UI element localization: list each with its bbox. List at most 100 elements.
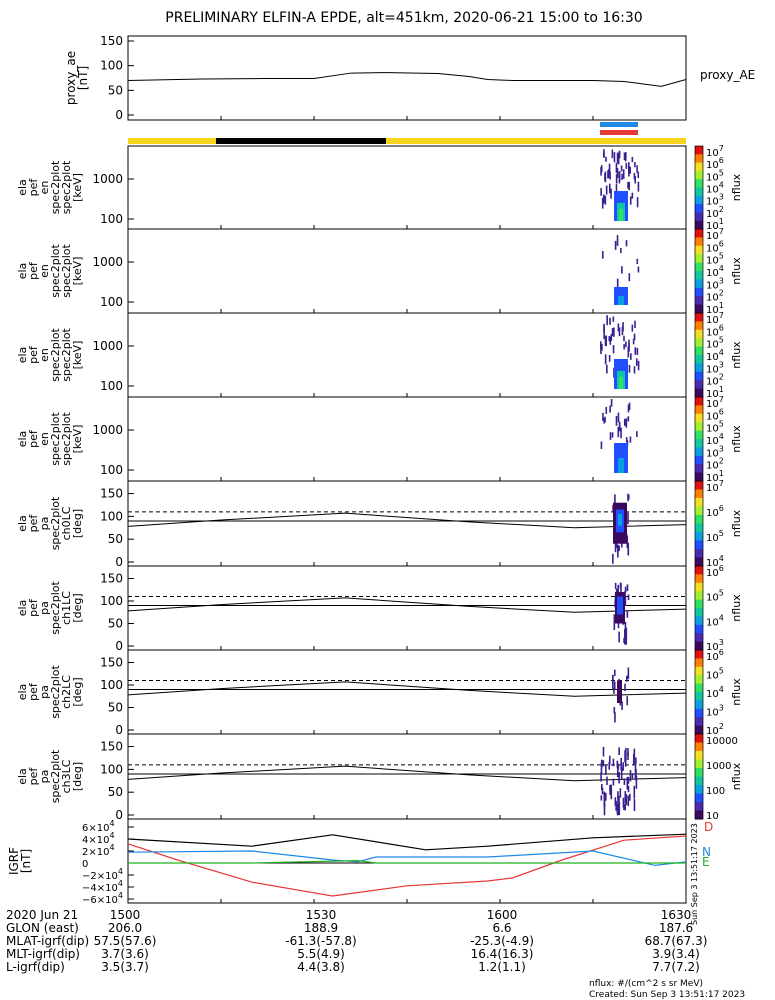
colorbar-swatch bbox=[695, 235, 703, 238]
colorbar-swatch bbox=[695, 589, 703, 592]
colorbar-swatch bbox=[695, 150, 703, 153]
colorbar-swatch bbox=[695, 355, 703, 358]
flux-dash bbox=[605, 335, 607, 346]
colorbar-swatch bbox=[695, 204, 703, 207]
flux-dash bbox=[619, 582, 622, 589]
status-bar-shadow bbox=[216, 138, 386, 144]
flux-dash bbox=[610, 334, 613, 341]
igrf-line-e bbox=[128, 859, 686, 864]
colorbar-swatch bbox=[695, 765, 703, 769]
colorbar-swatch bbox=[695, 666, 703, 670]
colorbar-swatch bbox=[695, 700, 703, 703]
ephemeris-label: 2020 Jun 21 bbox=[6, 908, 78, 922]
flux-dash bbox=[614, 240, 617, 250]
flux-dash bbox=[634, 162, 636, 168]
flux-dash bbox=[612, 778, 615, 786]
colorbar-tick: 105 bbox=[706, 420, 724, 435]
colorbar-swatch bbox=[695, 515, 703, 518]
flux-dash bbox=[629, 793, 631, 801]
colorbar-label: nflux bbox=[730, 509, 743, 537]
colorbar-tick: 104 bbox=[706, 554, 724, 569]
flux-dash bbox=[628, 364, 631, 373]
flux-dash bbox=[618, 151, 621, 159]
colorbar-tick: 100 bbox=[706, 786, 725, 797]
flux-dash bbox=[604, 354, 607, 365]
colorbar-swatch bbox=[695, 776, 703, 780]
colorbar-swatch bbox=[695, 495, 703, 499]
colorbar-swatch bbox=[695, 476, 703, 480]
flux-dash bbox=[634, 347, 637, 355]
colorbar-swatch bbox=[695, 424, 703, 427]
proxy-ae-legend: proxy_AE bbox=[700, 68, 755, 82]
flux-dash bbox=[613, 687, 615, 694]
colorbar-swatch bbox=[695, 603, 703, 607]
flux-dash bbox=[615, 163, 618, 173]
colorbar-swatch bbox=[695, 183, 703, 186]
colorbar-swatch bbox=[695, 392, 703, 396]
colorbar-swatch bbox=[695, 578, 703, 582]
colorbar-swatch bbox=[695, 572, 703, 575]
flux-dash bbox=[615, 184, 618, 193]
colorbar-swatch bbox=[695, 521, 703, 524]
colorbar-swatch bbox=[695, 498, 703, 501]
flux-dash bbox=[635, 358, 638, 366]
colorbar-swatch bbox=[695, 229, 703, 232]
flux-dash bbox=[611, 328, 614, 337]
flux-dash bbox=[615, 174, 618, 184]
flux-dash bbox=[632, 338, 635, 345]
flux-dash bbox=[627, 785, 630, 793]
flux-dash bbox=[637, 360, 640, 371]
ytick-label: 150 bbox=[100, 656, 123, 670]
colorbar-swatch bbox=[695, 177, 703, 180]
colorbar-swatch bbox=[695, 770, 703, 773]
colorbar-swatch bbox=[695, 633, 703, 636]
colorbar-swatch bbox=[695, 610, 703, 613]
spectrogram-panel: 1000 100 elapefenspec2plotspec2plot[keV] 10… bbox=[16, 227, 743, 316]
colorbar-swatch bbox=[695, 304, 703, 308]
colorbar-tick: 102 bbox=[706, 289, 724, 304]
colorbar-tick: 104 bbox=[706, 613, 724, 628]
colorbar-tick: 101 bbox=[706, 217, 724, 232]
colorbar-swatch bbox=[695, 275, 703, 278]
colorbar-swatch bbox=[695, 413, 703, 417]
colorbar-swatch bbox=[695, 279, 703, 282]
flux-core-peak bbox=[618, 514, 622, 526]
igrf-legend-e: E bbox=[702, 855, 710, 869]
colorbar-swatch bbox=[695, 789, 703, 792]
colorbar-swatch bbox=[695, 761, 703, 765]
colorbar-swatch bbox=[695, 245, 703, 249]
colorbar-swatch bbox=[695, 365, 703, 369]
flux-dash bbox=[616, 803, 619, 815]
colorbar-swatch bbox=[695, 191, 703, 195]
flux-dash bbox=[610, 399, 613, 407]
flux-dash bbox=[629, 166, 631, 174]
igrf-line-b bbox=[127, 833, 687, 851]
ytick-label: 50 bbox=[108, 617, 123, 631]
spectrogram-panel: 1000 100 elapefenspec2plotspec2plot[keV] 10… bbox=[16, 395, 743, 484]
colorbar-swatch bbox=[695, 641, 703, 645]
flux-dash bbox=[606, 776, 608, 785]
colorbar-swatch bbox=[695, 664, 703, 668]
colorbar-swatch bbox=[695, 566, 703, 569]
colorbar-swatch bbox=[695, 814, 703, 818]
ytick-label: 1000 bbox=[92, 423, 123, 437]
colorbar-swatch bbox=[695, 612, 703, 615]
flux-dash bbox=[603, 803, 606, 816]
colorbar-tick: 106 bbox=[706, 323, 724, 338]
flux-dash bbox=[621, 266, 623, 274]
colorbar-label: nflux bbox=[730, 425, 743, 453]
colorbar-swatch bbox=[695, 780, 703, 784]
flux-dash bbox=[624, 803, 626, 811]
colorbar-swatch bbox=[695, 751, 703, 754]
colorbar-swatch bbox=[695, 323, 703, 327]
colorbar-swatch bbox=[695, 493, 703, 497]
flux-dash bbox=[618, 807, 620, 813]
colorbar-tick: 106 bbox=[706, 156, 724, 171]
colorbar-swatch bbox=[695, 635, 703, 638]
colorbar-swatch bbox=[695, 768, 703, 771]
colorbar-swatch bbox=[695, 662, 703, 666]
flux-dash bbox=[605, 792, 607, 801]
colorbar-label: nflux bbox=[730, 341, 743, 369]
colorbar-swatch bbox=[695, 212, 703, 215]
colorbar-swatch bbox=[695, 271, 703, 274]
